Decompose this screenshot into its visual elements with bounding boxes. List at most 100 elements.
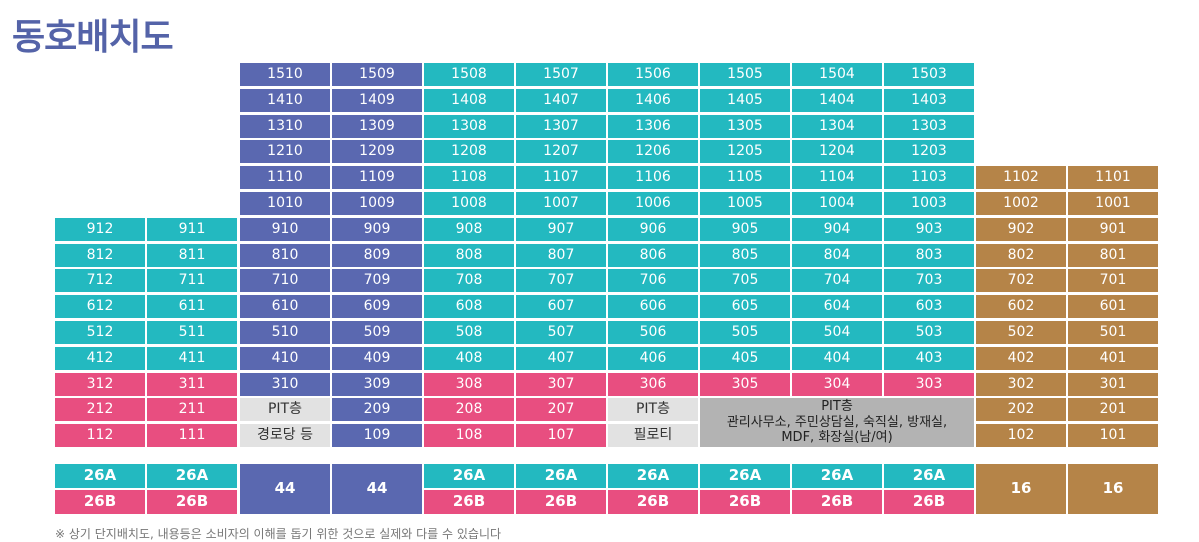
unit-cell: 1510 — [240, 63, 330, 86]
unit-cell: 1007 — [516, 192, 606, 215]
summary-type-44: 44 — [240, 464, 330, 514]
unit-cell: 308 — [424, 373, 514, 396]
unit-cell: 309 — [332, 373, 422, 396]
unit-cell: 307 — [516, 373, 606, 396]
unit-cell: 912 — [55, 218, 145, 241]
unit-cell: 1309 — [332, 115, 422, 138]
unit-cell: 302 — [976, 373, 1066, 396]
unit-cell: 1204 — [792, 140, 882, 163]
summary-type-b: 26B — [516, 490, 606, 514]
unit-cell: 408 — [424, 347, 514, 370]
unit-cell: 903 — [884, 218, 974, 241]
unit-cell: 805 — [700, 244, 790, 267]
unit-cell: 1307 — [516, 115, 606, 138]
unit-cell: 1009 — [332, 192, 422, 215]
unit-cell: 108 — [424, 424, 514, 447]
unit-cell: 201 — [1068, 398, 1158, 421]
unit-cell: 503 — [884, 321, 974, 344]
unit-cell: 407 — [516, 347, 606, 370]
unit-cell: 904 — [792, 218, 882, 241]
unit-cell: 207 — [516, 398, 606, 421]
unit-cell: 301 — [1068, 373, 1158, 396]
unit-cell: 405 — [700, 347, 790, 370]
unit-cell: 202 — [976, 398, 1066, 421]
unit-cell: 102 — [976, 424, 1066, 447]
unit-cell: 509 — [332, 321, 422, 344]
unit-cell: 705 — [700, 269, 790, 292]
summary-type-b: 26B — [55, 490, 145, 514]
unit-cell: 1507 — [516, 63, 606, 86]
unit-cell: 511 — [147, 321, 237, 344]
unit-cell: 504 — [792, 321, 882, 344]
unit-cell: 209 — [332, 398, 422, 421]
unit-cell: 1109 — [332, 166, 422, 189]
unit-cell: 706 — [608, 269, 698, 292]
unit-cell: 506 — [608, 321, 698, 344]
summary-type-44: 44 — [332, 464, 422, 514]
unit-cell: 1102 — [976, 166, 1066, 189]
summary-type-b: 26B — [424, 490, 514, 514]
unit-cell: 909 — [332, 218, 422, 241]
unit-cell: 712 — [55, 269, 145, 292]
unit-cell: 808 — [424, 244, 514, 267]
unit-cell: 905 — [700, 218, 790, 241]
unit-cell: 708 — [424, 269, 514, 292]
unit-cell: 510 — [240, 321, 330, 344]
unit-cell: 810 — [240, 244, 330, 267]
unit-cell: 707 — [516, 269, 606, 292]
unit-cell: 908 — [424, 218, 514, 241]
unit-cell: 602 — [976, 295, 1066, 318]
unit-cell: 902 — [976, 218, 1066, 241]
unit-cell: 409 — [332, 347, 422, 370]
unit-cell: 303 — [884, 373, 974, 396]
unit-cell: 1408 — [424, 89, 514, 112]
unit-cell: 1306 — [608, 115, 698, 138]
unit-cell: 1504 — [792, 63, 882, 86]
unit-cell: 208 — [424, 398, 514, 421]
unit-cell: 1107 — [516, 166, 606, 189]
summary-type-b: 26B — [884, 490, 974, 514]
unit-cell: 1210 — [240, 140, 330, 163]
unit-cell: 901 — [1068, 218, 1158, 241]
unit-cell: 812 — [55, 244, 145, 267]
unit-cell: 1308 — [424, 115, 514, 138]
unit-cell: 512 — [55, 321, 145, 344]
unit-cell: 1403 — [884, 89, 974, 112]
unit-cell: 501 — [1068, 321, 1158, 344]
unit-cell: 1407 — [516, 89, 606, 112]
unit-cell: 112 — [55, 424, 145, 447]
unit-cell: 711 — [147, 269, 237, 292]
summary-type-16: 16 — [1068, 464, 1158, 514]
unit-cell: 403 — [884, 347, 974, 370]
unit-cell: 612 — [55, 295, 145, 318]
unit-cell: 505 — [700, 321, 790, 344]
unit-cell: 1203 — [884, 140, 974, 163]
unit-cell: 1207 — [516, 140, 606, 163]
unit-cell: 1404 — [792, 89, 882, 112]
facility-block: PIT층 관리사무소, 주민상담실, 숙직실, 방재실, MDF, 화장실(남/여) — [700, 398, 974, 447]
unit-cell: 필로티 — [608, 424, 698, 447]
unit-cell: 211 — [147, 398, 237, 421]
unit-cell: 107 — [516, 424, 606, 447]
unit-cell: 311 — [147, 373, 237, 396]
summary-type-a: 26A — [792, 464, 882, 488]
facility-line: 관리사무소, 주민상담실, 숙직실, 방재실, — [726, 414, 948, 430]
summary-type-a: 26A — [424, 464, 514, 488]
unit-cell: 911 — [147, 218, 237, 241]
unit-cell: 601 — [1068, 295, 1158, 318]
unit-cell: 1101 — [1068, 166, 1158, 189]
unit-cell: 910 — [240, 218, 330, 241]
unit-cell: 111 — [147, 424, 237, 447]
summary-type-a: 26A — [608, 464, 698, 488]
unit-cell: 406 — [608, 347, 698, 370]
unit-cell: 1105 — [700, 166, 790, 189]
unit-cell: 1108 — [424, 166, 514, 189]
unit-cell: 402 — [976, 347, 1066, 370]
page-title: 동호배치도 — [12, 17, 174, 58]
unit-cell: 305 — [700, 373, 790, 396]
unit-cell: 1503 — [884, 63, 974, 86]
unit-cell: 1406 — [608, 89, 698, 112]
unit-cell: 1206 — [608, 140, 698, 163]
unit-cell: 811 — [147, 244, 237, 267]
